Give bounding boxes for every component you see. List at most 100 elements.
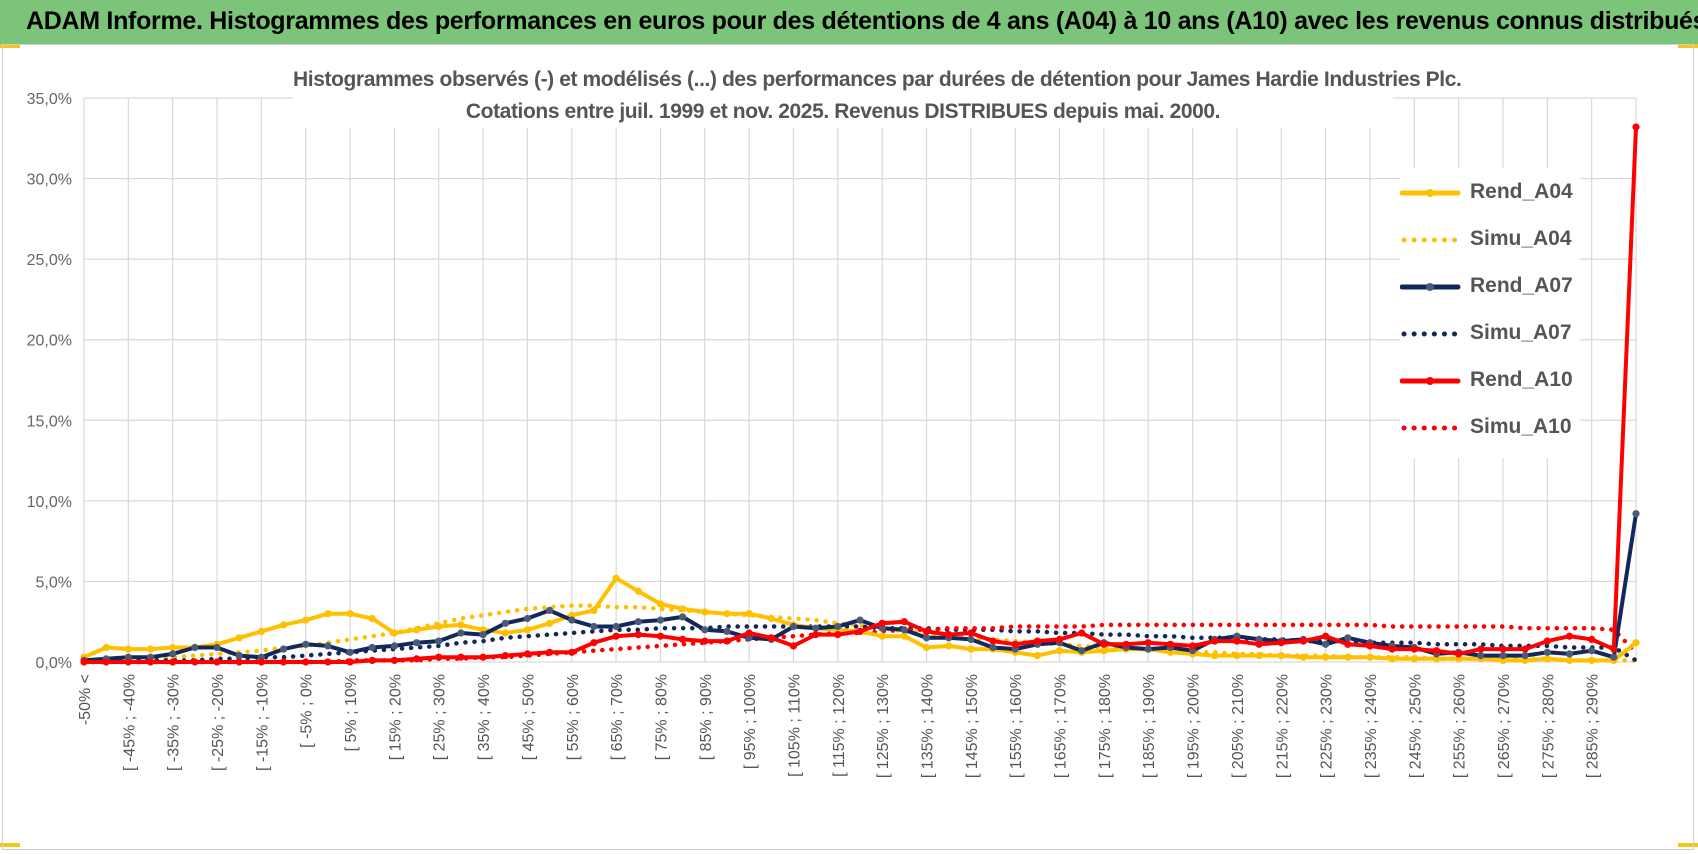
legend-swatch-simu-a07 [1401,331,1461,337]
chart-subtitle: Cotations entre juil. 1999 et nov. 2025.… [465,100,1221,123]
data-point-rend-a10 [390,656,398,665]
data-point-rend-a07 [346,648,354,656]
data-point-rend-a10 [346,658,354,666]
legend-swatch-rend-a10 [1399,377,1461,385]
data-point-rend-a07 [1499,652,1507,660]
data-point-rend-a10 [789,642,798,650]
x-tick-label: [ 115% ; 120% [831,674,848,777]
data-point-rend-a10 [368,656,376,665]
x-tick-label: [ 225% ; 230% [1319,674,1336,778]
corner-mark-bottom-left [0,843,20,847]
x-tick-label: [ 25% ; 30% [432,674,449,760]
data-point-rend-a10 [191,658,199,666]
chart-title: Histogrammes observés (-) et modélisés (… [293,68,1462,91]
data-point-rend-a04 [146,645,155,653]
data-point-rend-a04 [435,622,443,631]
data-point-rend-a10 [1543,637,1551,645]
data-point-rend-a04 [257,627,265,636]
data-point-rend-a10 [324,658,332,666]
data-point-rend-a10 [457,653,465,661]
data-point-rend-a04 [1565,656,1574,665]
data-point-rend-a04 [1366,653,1374,661]
data-point-rend-a10 [1166,640,1174,648]
data-point-rend-a10 [102,658,110,666]
chart-title-box: Histogrammes observés (-) et modélisés (… [293,64,1462,128]
data-point-rend-a04 [1100,647,1108,655]
data-point-rend-a04 [324,610,332,618]
x-tick-label: [ 95% ; 100% [742,674,759,769]
data-point-rend-a04 [368,614,376,623]
legend-item-rend-a07: Rend_A07 [1399,272,1580,302]
data-point-rend-a10 [590,639,598,647]
data-point-rend-a07 [1632,510,1640,518]
data-point-rend-a07 [302,640,310,648]
data-point-rend-a07 [856,616,864,624]
data-point-rend-a04 [501,629,509,637]
data-point-rend-a10 [479,653,487,661]
data-point-rend-a10 [1410,645,1418,653]
data-point-rend-a07 [191,643,199,652]
data-point-rend-a10 [1233,637,1241,645]
data-point-rend-a10 [1055,635,1064,644]
data-point-rend-a04 [1299,653,1307,661]
x-tick-label: [ 65% ; 70% [609,674,626,760]
y-tick-label: 30,0% [27,172,72,189]
data-point-rend-a04 [102,643,110,652]
data-point-rend-a04 [302,616,310,624]
data-point-rend-a07 [1588,647,1596,655]
data-point-rend-a10 [1100,640,1108,648]
x-tick-label: [ 175% ; 180% [1097,674,1114,778]
legend-label-simu-a04: Simu_A04 [1470,227,1572,250]
y-tick-label: 5,0% [36,574,72,591]
data-point-rend-a04 [457,621,465,629]
x-tick-label: [ 55% ; 60% [565,674,582,760]
grid-layer [83,97,1637,663]
x-tick-label: [ 165% ; 170% [1053,674,1070,778]
data-point-rend-a07 [834,622,842,631]
data-point-rend-a10 [878,619,886,627]
y-tick-label: 15,0% [27,413,72,430]
x-tick-label: [ -25% ; -20% [210,674,227,771]
x-tick-label: -50% < [77,674,94,725]
data-point-rend-a04 [1543,655,1551,663]
data-point-rend-a04 [390,629,398,637]
data-point-rend-a07 [390,642,398,650]
x-tick-label: [ 45% ; 50% [520,674,537,760]
data-point-rend-a10 [834,631,842,639]
corner-mark-top-left [0,44,20,48]
y-tick-labels: 0,0% 5,0% 10,0% 15,0% 20,0% 25,0% 30,0% 35,0% [27,91,72,672]
data-point-rend-a04 [235,634,243,642]
data-point-rend-a07 [435,637,443,645]
data-point-rend-a07 [1565,650,1574,658]
x-tick-label: [ 135% ; 140% [920,674,937,778]
data-point-rend-a04 [679,605,687,613]
legend-item-simu-a10: Simu_A10 [1400,413,1580,443]
corner-mark-top-right [1678,44,1698,48]
data-point-rend-a10 [723,637,731,645]
data-point-rend-a07 [1078,647,1086,655]
data-point-rend-a04 [656,600,665,608]
data-point-rend-a07 [501,619,509,627]
data-point-rend-a10 [812,631,820,639]
data-point-rend-a07 [1344,634,1352,642]
data-point-rend-a10 [501,652,509,660]
data-point-rend-a07 [479,631,487,639]
data-point-rend-a07 [634,618,642,626]
data-point-rend-a10 [1322,632,1330,640]
report-banner: ADAM Informe. Histogrammes des performan… [0,0,1698,45]
data-point-rend-a07 [1477,652,1485,660]
data-point-rend-a10 [1299,637,1307,645]
x-tick-label: [ 275% ; 280% [1540,674,1557,778]
data-point-rend-a10 [701,637,709,645]
data-point-rend-a10 [900,618,908,626]
data-point-rend-a10 [1033,637,1041,645]
x-tick-label: [ 185% ; 190% [1141,674,1158,778]
data-point-rend-a04 [590,606,598,615]
data-point-rend-a07 [368,643,376,652]
legend-swatch-rend-a04 [1399,189,1461,197]
data-point-rend-a10 [1255,640,1263,648]
x-tick-label: [ 85% ; 90% [698,674,715,760]
x-tick-label: [ 195% ; 200% [1186,674,1203,778]
data-point-rend-a07 [413,639,421,647]
